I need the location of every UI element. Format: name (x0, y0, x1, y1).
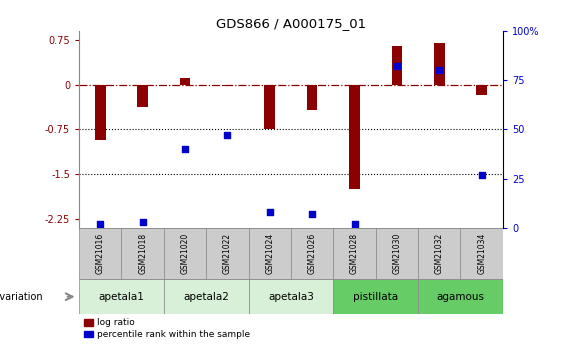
Bar (264, 85, 275, 129)
Text: agamous: agamous (437, 292, 484, 302)
Bar (418, 228, 460, 279)
Text: GSM21022: GSM21022 (223, 233, 232, 274)
Bar (291, 228, 333, 279)
Bar (79, 279, 164, 314)
Bar (418, 279, 503, 314)
Bar (376, 228, 418, 279)
Text: GSM21032: GSM21032 (435, 233, 444, 274)
Bar (164, 228, 206, 279)
Text: apetala1: apetala1 (98, 292, 145, 302)
Text: GSM21020: GSM21020 (181, 233, 189, 274)
Point (350, 221, 359, 227)
Bar (137, 85, 148, 107)
Text: genotype/variation: genotype/variation (0, 292, 44, 302)
Title: GDS866 / A000175_01: GDS866 / A000175_01 (216, 17, 366, 30)
Text: apetala3: apetala3 (268, 292, 314, 302)
Bar (164, 279, 249, 314)
Bar (180, 78, 190, 85)
Bar (249, 279, 333, 314)
Point (181, 146, 190, 152)
Bar (476, 85, 487, 96)
Text: GSM21030: GSM21030 (393, 233, 401, 274)
Bar (222, 85, 233, 87)
Text: GSM21028: GSM21028 (350, 233, 359, 274)
Bar (307, 85, 318, 110)
Bar (121, 228, 164, 279)
Point (96, 221, 105, 227)
Text: apetala2: apetala2 (183, 292, 229, 302)
Bar (349, 85, 360, 189)
Legend: log ratio, percentile rank within the sample: log ratio, percentile rank within the sa… (84, 318, 250, 339)
Text: GSM21016: GSM21016 (96, 233, 105, 274)
Bar (95, 85, 106, 139)
Text: pistillata: pistillata (353, 292, 398, 302)
Point (223, 132, 232, 138)
Bar (333, 279, 418, 314)
Text: GSM21024: GSM21024 (266, 233, 274, 274)
Bar (392, 46, 402, 85)
Bar (460, 228, 503, 279)
Bar (333, 228, 376, 279)
Point (266, 209, 275, 215)
Text: GSM21034: GSM21034 (477, 233, 486, 274)
Point (138, 219, 147, 225)
Point (435, 68, 444, 73)
Bar (79, 228, 121, 279)
Bar (249, 228, 291, 279)
Point (477, 172, 486, 177)
Point (307, 211, 316, 217)
Bar (434, 43, 445, 85)
Text: GSM21018: GSM21018 (138, 233, 147, 274)
Point (392, 64, 401, 69)
Bar (206, 228, 249, 279)
Text: GSM21026: GSM21026 (308, 233, 316, 274)
